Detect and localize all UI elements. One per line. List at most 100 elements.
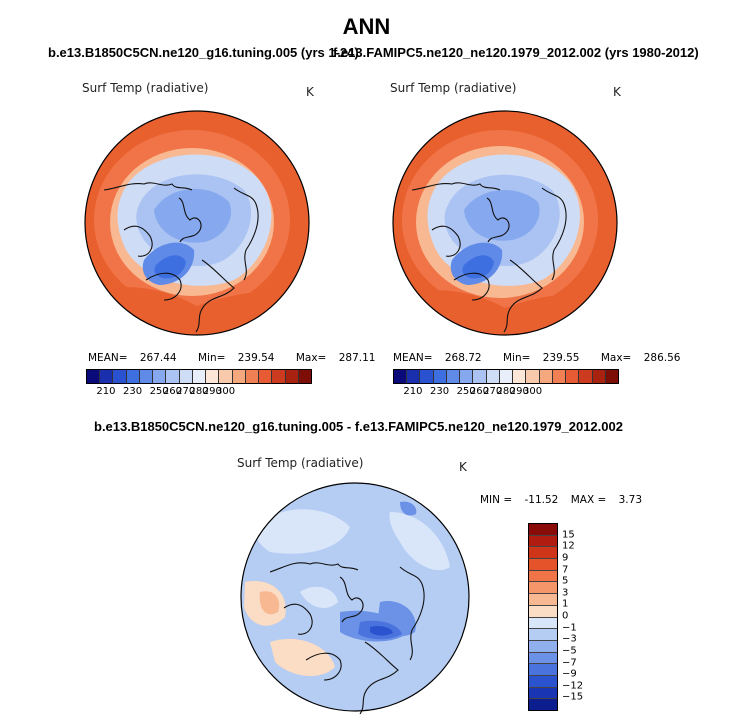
right-min-value: 239.55 xyxy=(542,352,580,364)
right-stats: MEAN= 268.72 Min= 239.55 Max= 286.56 xyxy=(393,352,698,364)
colorbar-swatch xyxy=(259,370,273,383)
colorbar-swatch xyxy=(552,370,567,383)
left-coastlines xyxy=(103,182,259,333)
diff-colorbar-swatch xyxy=(529,687,557,700)
colorbar-tick-label: 250 xyxy=(149,386,169,397)
diff-colorbar-tick-label: 3 xyxy=(562,587,569,599)
right-units-label: K xyxy=(613,85,621,99)
right-min-label: Min= xyxy=(502,352,531,364)
diff-colorbar-tick-label: 5 xyxy=(562,575,569,587)
colorbar-swatch xyxy=(298,370,311,383)
colorbar-swatch xyxy=(433,370,447,383)
diff-colorbar-swatch xyxy=(529,570,557,583)
colorbar-tick-label: 280 xyxy=(496,386,516,397)
diff-colorbar-swatch xyxy=(529,640,557,653)
diff-colorbar-swatch xyxy=(529,617,557,630)
diff-coastlines xyxy=(269,562,425,715)
left-mean-label: MEAN= xyxy=(88,352,128,364)
right-max-value: 286.56 xyxy=(643,352,681,364)
colorbar-swatch xyxy=(100,370,114,383)
diff-colorbar-tick-label: 1 xyxy=(562,598,569,610)
colorbar-swatch xyxy=(245,370,260,383)
colorbar-swatch xyxy=(539,370,553,383)
left-case-title: b.e13.B1850C5CN.ne120_g16.tuning.005 (yr… xyxy=(48,45,359,60)
colorbar-swatch xyxy=(592,370,606,383)
colorbar-swatch xyxy=(219,370,233,383)
diff-colorbar-swatch xyxy=(529,594,557,606)
diff-min-label: MIN = xyxy=(480,494,513,506)
colorbar-tick-label: 290 xyxy=(509,386,529,397)
right-colorbar-swatches xyxy=(393,369,619,384)
colorbar-swatch xyxy=(126,370,140,383)
right-colorbar: 210 230 250 260 270 280 290 300 xyxy=(393,369,619,398)
diff-colorbar-tick-label: −12 xyxy=(562,680,584,692)
diff-colorbar-swatch xyxy=(529,629,557,641)
left-colorbar-ticks: 210 230 250 260 270 280 290 300 xyxy=(86,384,312,398)
colorbar-tick-label: 290 xyxy=(202,386,222,397)
colorbar-swatch xyxy=(272,370,286,383)
diff-variable-label: Surf Temp (radiative) xyxy=(237,456,364,470)
colorbar-swatch xyxy=(473,370,487,383)
diff-colorbar-tick-label: −5 xyxy=(562,645,577,657)
colorbar-tick-label: 270 xyxy=(483,386,503,397)
left-polar-map xyxy=(84,110,310,336)
colorbar-swatch xyxy=(179,370,193,383)
colorbar-swatch xyxy=(87,370,101,383)
diff-colorbar-tick-label: −3 xyxy=(562,633,577,645)
diff-title: b.e13.B1850C5CN.ne120_g16.tuning.005 - f… xyxy=(94,419,623,434)
colorbar-swatch xyxy=(153,370,167,383)
right-temperature-field xyxy=(393,111,617,335)
diff-colorbar-swatch xyxy=(529,605,557,618)
diff-min-max: MIN = -11.52 MAX = 3.73 xyxy=(480,494,651,506)
colorbar-swatch xyxy=(407,370,421,383)
colorbar-tick-label: 210 xyxy=(403,386,423,397)
colorbar-tick-label: 260 xyxy=(162,386,182,397)
colorbar-tick-label: 280 xyxy=(189,386,209,397)
left-colorbar: 210 230 250 260 270 280 290 300 xyxy=(86,369,312,398)
diff-colorbar-swatch xyxy=(529,582,557,595)
colorbar-tick-label: 270 xyxy=(176,386,196,397)
colorbar-tick-label: 230 xyxy=(122,386,143,397)
colorbar-swatch xyxy=(192,370,207,383)
diff-colorbar-swatch xyxy=(529,652,557,665)
right-case-title: f.e13.FAMIPC5.ne120_ne120.1979_2012.002 … xyxy=(333,45,699,60)
colorbar-swatch xyxy=(166,370,180,383)
right-coastlines xyxy=(411,182,567,333)
left-units-label: K xyxy=(306,85,314,99)
diff-colorbar-tick-label: 7 xyxy=(562,564,569,575)
diff-colorbar-swatch xyxy=(529,524,557,536)
colorbar-swatch xyxy=(486,370,500,383)
diff-colorbar-tick-label: 12 xyxy=(562,540,575,552)
left-min-label: Min= xyxy=(197,352,226,364)
diff-max-label: MAX = xyxy=(570,494,607,506)
colorbar-tick-label: 210 xyxy=(96,386,116,397)
left-min-value: 239.54 xyxy=(237,352,275,364)
diff-units-label: K xyxy=(459,460,467,474)
colorbar-swatch xyxy=(499,370,514,383)
colorbar-tick-label: 230 xyxy=(429,386,450,397)
colorbar-swatch xyxy=(526,370,540,383)
left-mean-value: 267.44 xyxy=(139,352,177,364)
colorbar-swatch xyxy=(446,370,461,383)
diff-min-value: -11.52 xyxy=(524,494,559,506)
right-polar-map xyxy=(392,110,618,336)
colorbar-tick-label: 250 xyxy=(456,386,476,397)
colorbar-swatch xyxy=(460,370,474,383)
main-title: ANN xyxy=(342,14,391,39)
colorbar-swatch xyxy=(285,370,299,383)
colorbar-swatch xyxy=(579,370,593,383)
diff-colorbar-swatch xyxy=(529,559,557,571)
left-max-label: Max= xyxy=(295,352,327,364)
left-variable-label: Surf Temp (radiative) xyxy=(82,81,209,95)
diff-colorbar-swatch xyxy=(529,535,557,548)
colorbar-swatch xyxy=(420,370,434,383)
left-max-value: 287.11 xyxy=(338,352,376,364)
diff-colorbar-swatch xyxy=(529,664,557,676)
colorbar-swatch xyxy=(513,370,527,383)
diff-colorbar-tick-label: −1 xyxy=(562,622,577,634)
diff-max-value: 3.73 xyxy=(618,494,643,506)
colorbar-swatch xyxy=(206,370,220,383)
left-colorbar-swatches xyxy=(86,369,312,384)
diff-colorbar-tick-label: 15 xyxy=(562,529,575,541)
colorbar-tick-label: 260 xyxy=(469,386,489,397)
